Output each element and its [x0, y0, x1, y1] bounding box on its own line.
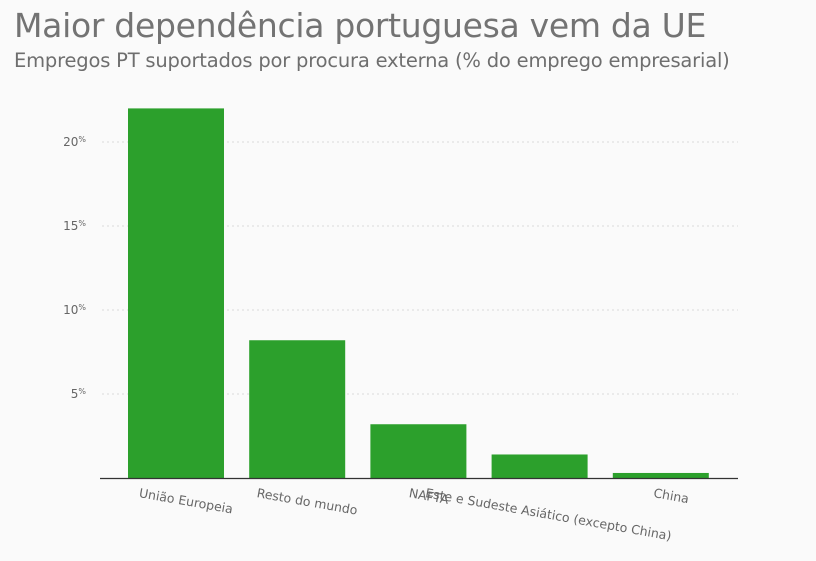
- chart-title: Maior dependência portuguesa vem da UE: [14, 6, 707, 45]
- bar-3: [370, 424, 467, 478]
- x-tick-label: Este e Sudeste Asiático (excepto China): [424, 485, 672, 543]
- bar-1: [128, 108, 224, 479]
- bar-2: [249, 340, 346, 478]
- bar-5: [612, 472, 709, 478]
- x-tick-label: China: [652, 485, 690, 506]
- y-tick-label: 5%: [71, 387, 87, 401]
- y-tick-label: 15%: [63, 219, 86, 233]
- x-tick-label: NAFTA: [408, 485, 451, 507]
- bar-4: [491, 454, 588, 478]
- y-tick-label: 10%: [63, 303, 86, 317]
- y-tick-label: 20%: [63, 135, 86, 149]
- x-tick-label: União Europeia: [138, 485, 234, 516]
- chart-subtitle: Empregos PT suportados por procura exter…: [14, 49, 730, 72]
- x-tick-label: Resto do mundo: [256, 485, 359, 517]
